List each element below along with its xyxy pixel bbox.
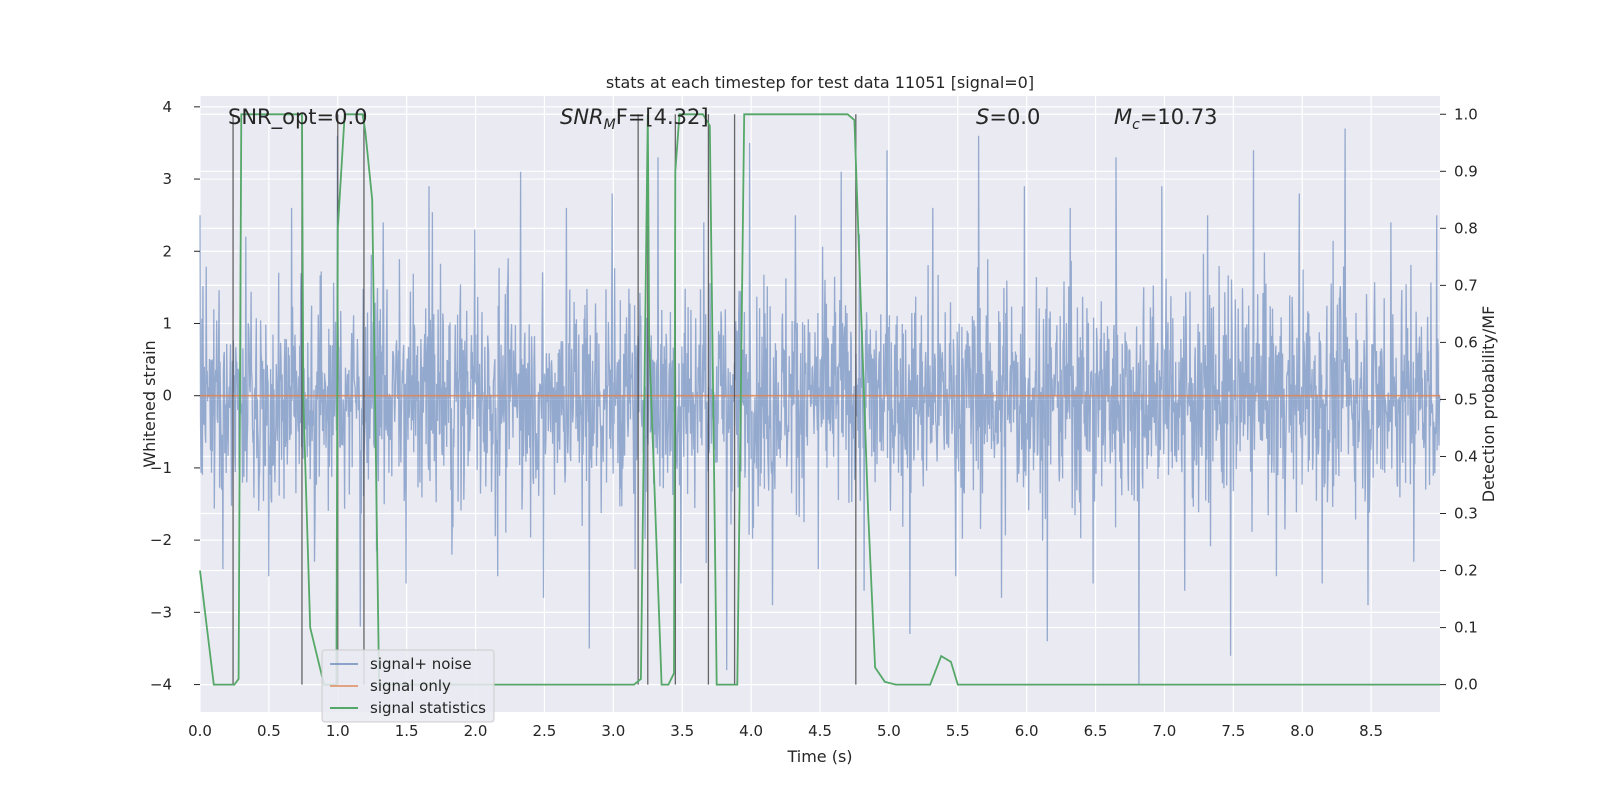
x-tick-label: 4.5 [808, 722, 832, 740]
legend: signal+ noise signal only signal statist… [321, 649, 495, 723]
x-tick-label: 5.0 [877, 722, 901, 740]
y-left-tick-label: 3 [162, 170, 172, 188]
annotation-s: S=0.0 [976, 105, 1040, 129]
y-right-tick-label: 0.7 [1454, 276, 1478, 294]
signal-statistics-series [199, 113, 1440, 686]
y-axis-label-right: Detection probability/MF [1479, 306, 1498, 503]
signal-noise-trace [199, 128, 1441, 685]
y-right-tick-label: 0.5 [1454, 390, 1478, 408]
x-tick-label: 1.0 [326, 722, 350, 740]
y-left-tick-label: −2 [150, 531, 172, 549]
y-left-tick-label: 1 [162, 314, 172, 332]
signal-noise-series [199, 128, 1441, 685]
legend-label-signal-noise: signal+ noise [370, 655, 472, 673]
legend-box [321, 649, 495, 723]
x-tick-label: 6.5 [1084, 722, 1108, 740]
y-right-tick-label: 0.6 [1454, 333, 1478, 351]
x-tick-label: 1.5 [395, 722, 419, 740]
y-right-tick-label: 0.0 [1454, 676, 1478, 694]
y-left-tick-label: −1 [150, 459, 172, 477]
legend-label-signal-only: signal only [370, 677, 451, 695]
x-tick-label: 3.0 [601, 722, 625, 740]
y-right-tick-label: 0.3 [1454, 505, 1478, 523]
y-right-tick-label: 1.0 [1454, 105, 1478, 123]
y-right-tick-label: 0.2 [1454, 562, 1478, 580]
y-right-tick-label: 0.4 [1454, 447, 1478, 465]
y-left-tick-labels: 4 3 2 1 0 −1 −2 −3 −4 [150, 98, 200, 694]
x-tick-label: 2.5 [533, 722, 557, 740]
x-tick-label: 4.0 [739, 722, 763, 740]
y-right-tick-label: 0.8 [1454, 219, 1478, 237]
x-tick-label: 2.0 [464, 722, 488, 740]
y-right-tick-labels: 1.0 0.9 0.8 0.7 0.6 0.5 0.4 0.3 0.2 0.1 0.0 [1440, 105, 1478, 694]
x-tick-label: 7.5 [1221, 722, 1245, 740]
x-tick-labels: 0.0 0.5 1.0 1.5 2.0 2.5 3.0 3.5 4.0 4.5 5.0 5.5 6.0 6… [188, 722, 1383, 740]
y-left-tick-label: 4 [162, 98, 172, 116]
annotation-snr-mf: SNRMF=[4.32] [560, 105, 709, 133]
x-axis-label: Time (s) [786, 747, 852, 766]
y-right-tick-label: 0.9 [1454, 162, 1478, 180]
x-tick-label: 0.0 [188, 722, 212, 740]
x-tick-label: 7.0 [1153, 722, 1177, 740]
y-left-tick-label: 0 [162, 387, 172, 405]
x-tick-label: 0.5 [257, 722, 281, 740]
annotation-mc: Mc=10.73 [1114, 105, 1218, 133]
x-tick-label: 6.0 [1015, 722, 1039, 740]
x-tick-label: 8.5 [1359, 722, 1383, 740]
chart-title: stats at each timestep for test data 110… [606, 73, 1034, 92]
y-left-tick-label: −3 [150, 603, 172, 621]
y-left-tick-label: 2 [162, 242, 172, 260]
annotation-snr-opt: SNR_opt=0.0 [228, 105, 368, 130]
x-tick-label: 5.5 [946, 722, 970, 740]
y-left-tick-label: −4 [150, 676, 172, 694]
x-tick-label: 8.0 [1290, 722, 1314, 740]
x-tick-label: 3.5 [670, 722, 694, 740]
y-right-tick-label: 0.1 [1454, 619, 1478, 637]
y-axis-label-left: Whitened strain [140, 340, 159, 467]
legend-label-signal-statistics: signal statistics [370, 699, 486, 717]
